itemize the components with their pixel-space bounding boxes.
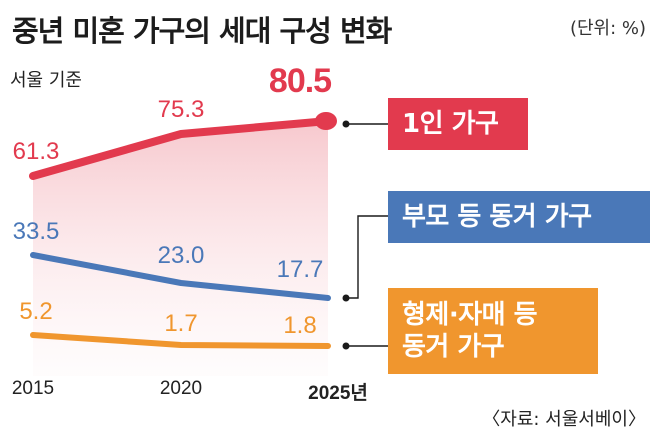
- x-tick-label: 2015: [11, 378, 55, 399]
- legend-siblings: 형제·자매 등 동거 가구: [388, 288, 598, 374]
- legend-siblings-line2: 동거 가구: [402, 332, 505, 362]
- series-line-2: [30, 252, 331, 301]
- x-tick-label: 2025년: [308, 383, 368, 404]
- data-label: 1.7: [164, 310, 198, 337]
- leader-line-2: [346, 215, 388, 299]
- chart-title: 중년 미혼 가구의 세대 구성 변화: [12, 14, 392, 48]
- data-label: 61.3: [12, 138, 60, 165]
- legend-single-label: 1인 가구: [402, 108, 499, 139]
- series-line-3: [30, 332, 331, 349]
- source-note: 〈자료: 서울서베이〉: [482, 409, 646, 430]
- series-line-1: [29, 117, 332, 180]
- series-1-endpoint: [315, 112, 337, 130]
- data-label: 33.5: [12, 218, 60, 245]
- data-label: 75.3: [157, 96, 205, 123]
- unit-label: (단위: %): [569, 18, 646, 39]
- region-note: 서울 기준: [10, 70, 82, 91]
- x-tick-label: 2020: [159, 378, 203, 399]
- legend-single: 1인 가구: [388, 98, 528, 150]
- legend-siblings-line1: 형제·자매 등: [402, 299, 538, 330]
- data-label: 80.5: [268, 62, 332, 100]
- legend-parents-label: 부모 등 동거 가구: [402, 201, 592, 232]
- legend-parents: 부모 등 동거 가구: [388, 191, 650, 243]
- series-1-area: [33, 121, 328, 376]
- data-label: 1.8: [283, 312, 317, 339]
- data-label: 17.7: [276, 256, 324, 283]
- data-label: 5.2: [19, 298, 53, 325]
- data-label: 23.0: [157, 242, 205, 269]
